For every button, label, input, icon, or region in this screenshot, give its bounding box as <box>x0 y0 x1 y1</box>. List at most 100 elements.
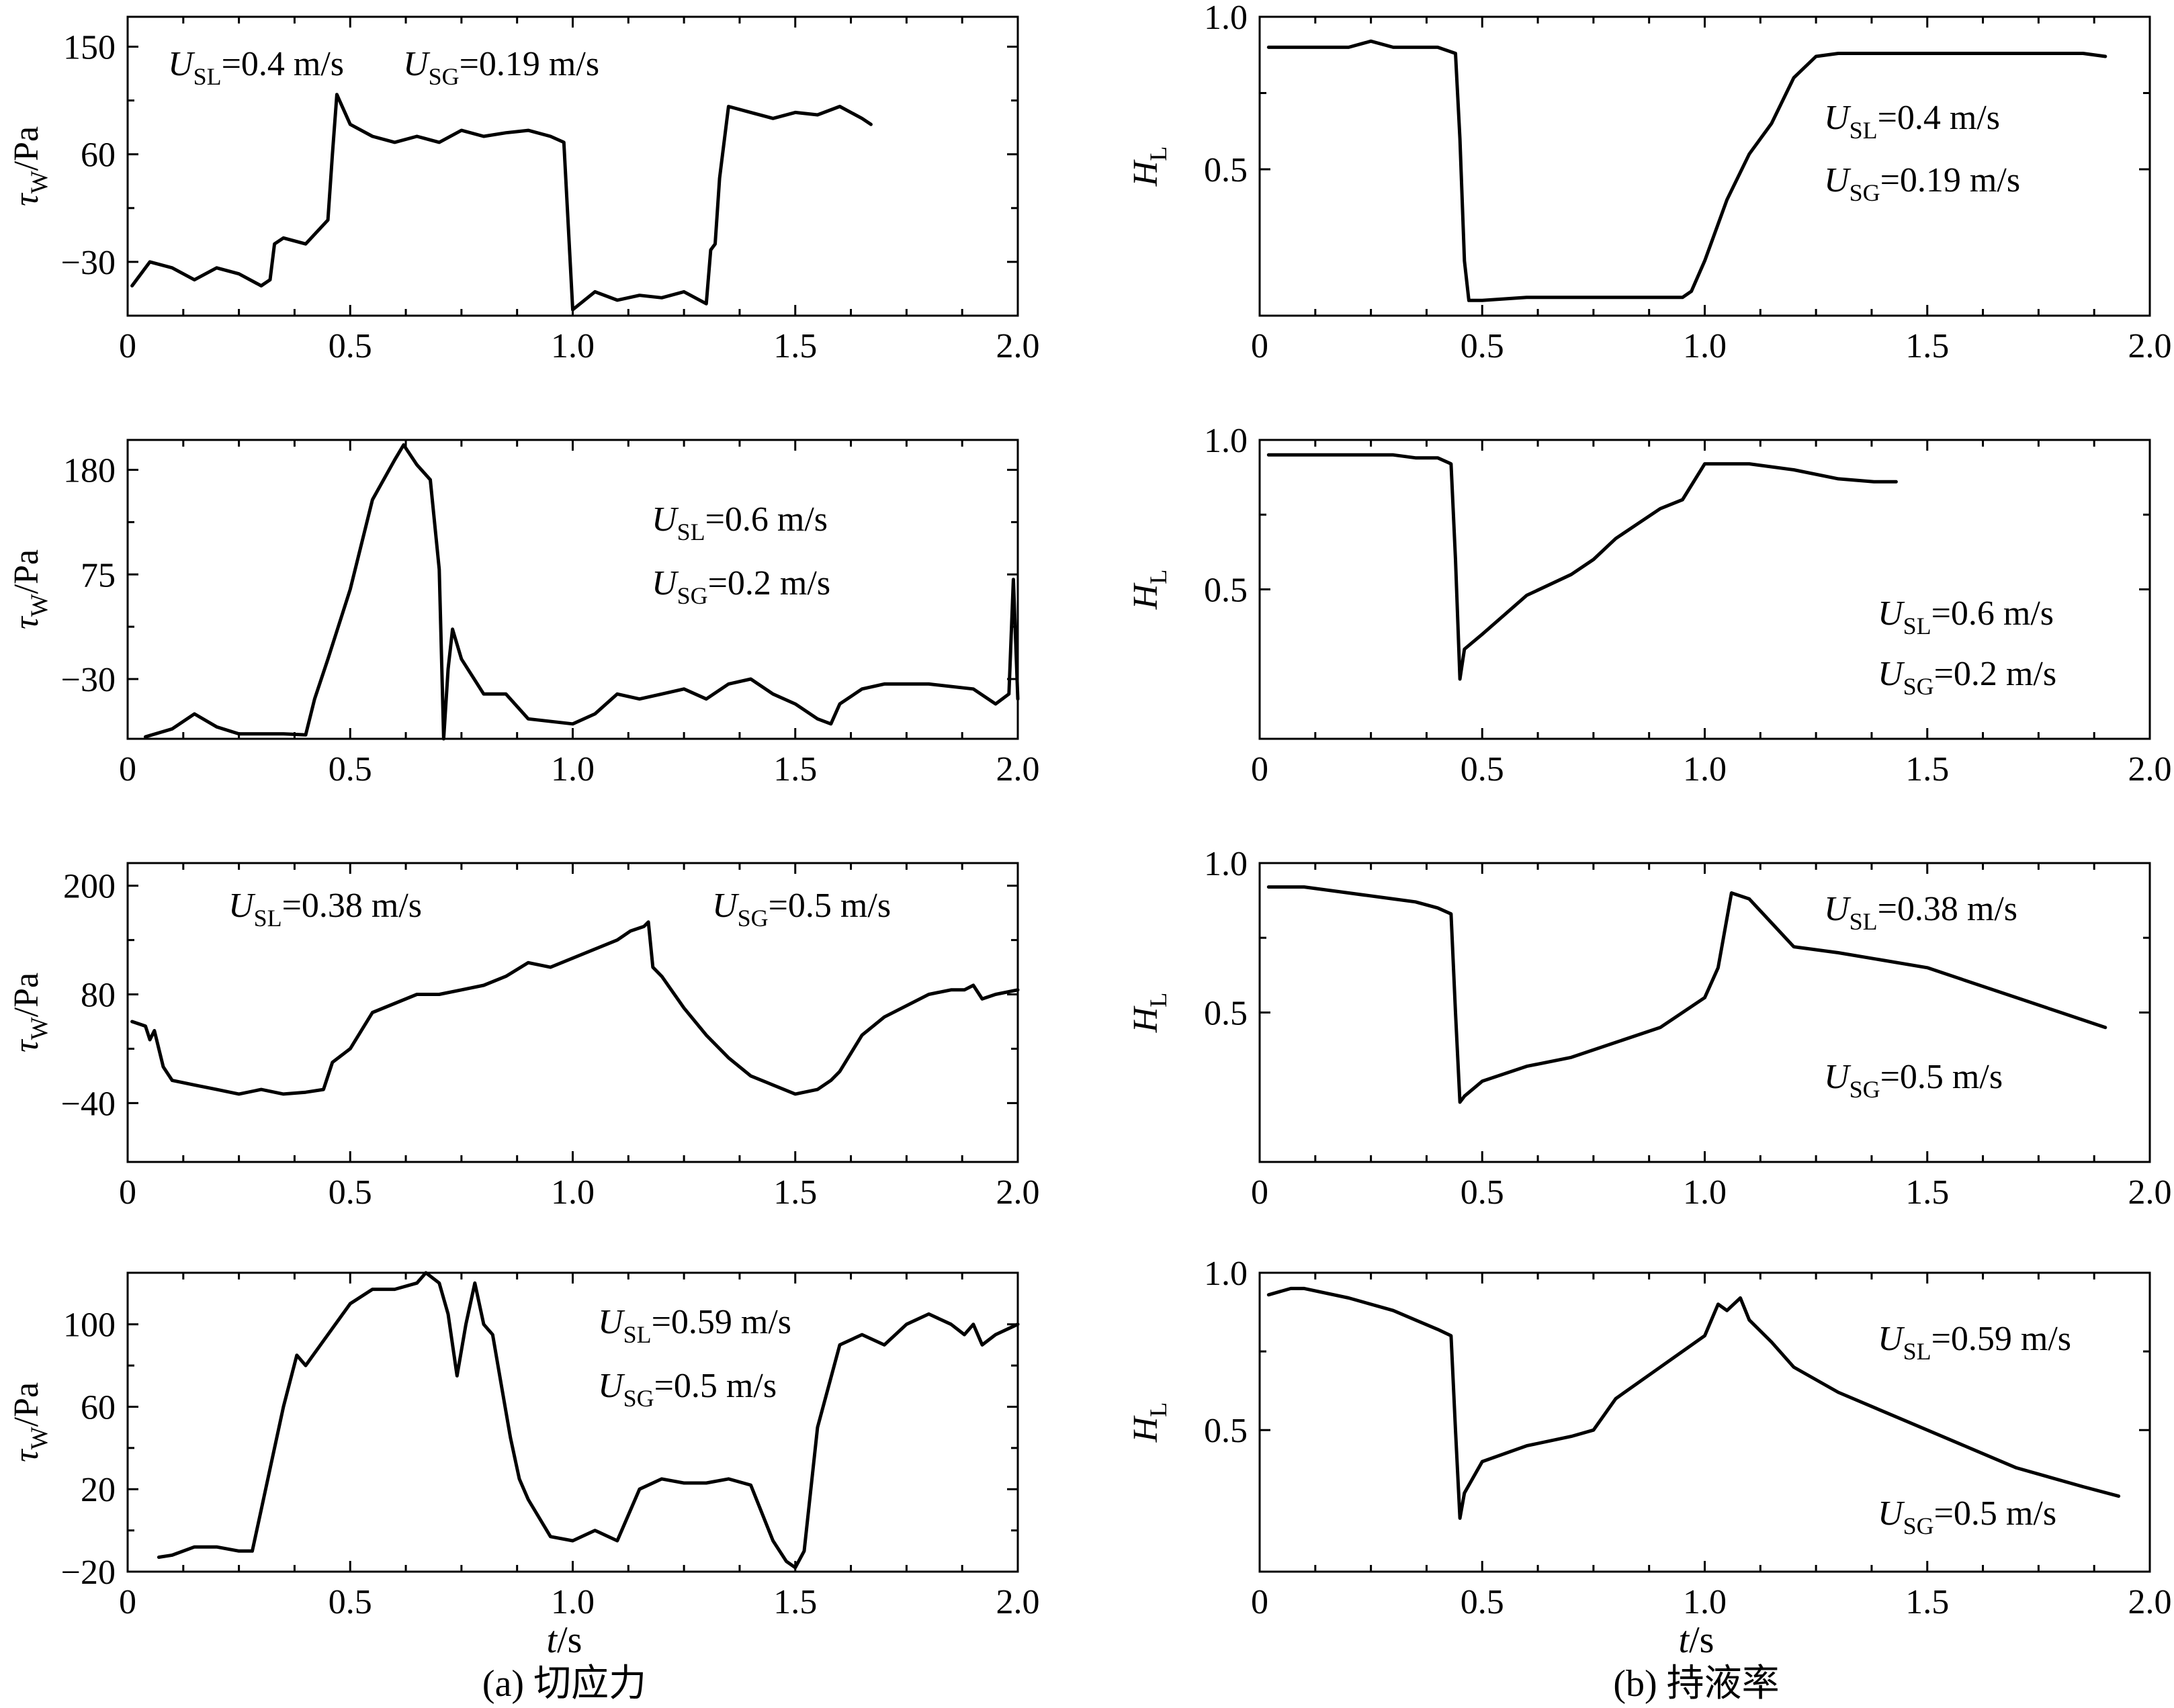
x-tick-label: 0 <box>119 1173 136 1212</box>
y-tick-label: 0.5 <box>1204 995 1248 1033</box>
annotation-sg-sub: SG <box>677 582 708 609</box>
y-tick-label: −20 <box>61 1554 116 1592</box>
y-tick-label: 180 <box>63 452 116 490</box>
y-axis-label-var: H <box>1127 582 1165 610</box>
y-tick-label: 80 <box>81 977 116 1015</box>
y-tick-label: 1.0 <box>1204 422 1248 460</box>
y-tick-label: 60 <box>81 1388 116 1427</box>
annotation-sl-var: U <box>228 887 256 925</box>
x-tick-label: 2.0 <box>996 750 1040 789</box>
data-series-line <box>130 920 1020 1096</box>
y-axis-label-sub: W <box>26 171 52 193</box>
y-axis-label: τW/Pa <box>7 549 52 629</box>
y-tick-label: 1.0 <box>1204 1255 1248 1293</box>
x-tick-label: 0.5 <box>1461 750 1504 789</box>
x-tick-label: 1.0 <box>551 327 595 365</box>
annotation-sl-var: U <box>1878 1320 1905 1358</box>
x-tick-label: 2.0 <box>2128 1583 2172 1621</box>
annotation-sg-var: U <box>1878 655 1905 693</box>
y-axis-label-var: τ <box>7 615 46 629</box>
y-axis-label-sub: W <box>26 1427 52 1449</box>
y-axis-label-rest: /Pa <box>7 1382 46 1427</box>
annotation-sg: USG=0.5 m/s <box>1824 1058 2003 1103</box>
annotation-sl-var: U <box>168 45 195 83</box>
annotation-sg-rest: =0.2 m/s <box>1934 655 2056 693</box>
y-tick-label: 0.5 <box>1204 151 1248 189</box>
annotation-sl-rest: =0.59 m/s <box>652 1303 791 1341</box>
x-axis-title-var: t <box>547 1619 558 1661</box>
x-axis-title-unit: /s <box>1689 1619 1714 1661</box>
annotation-sg: USG=0.19 m/s <box>403 45 599 90</box>
y-tick-label: 0.5 <box>1204 572 1248 610</box>
annotation-sl-sub: SL <box>677 519 705 545</box>
annotation-sg-sub: SG <box>1850 179 1880 206</box>
x-tick-label: 0.5 <box>1461 1173 1504 1212</box>
y-tick-label: −40 <box>61 1085 116 1123</box>
y-axis-label-var: H <box>1127 1005 1165 1033</box>
y-tick-label: −30 <box>61 661 116 699</box>
caption-shear-stress: (a) 切应力 <box>482 1663 646 1705</box>
data-series-line <box>130 93 873 312</box>
annotation-sg: USG=0.2 m/s <box>1878 655 2056 700</box>
x-tick-label: 0 <box>1251 750 1268 789</box>
x-tick-label: 0 <box>1251 1583 1268 1621</box>
annotation-sl-var: U <box>1878 594 1905 633</box>
x-tick-label: 1.0 <box>551 1173 595 1212</box>
x-tick-label: 2.0 <box>996 1173 1040 1212</box>
annotation-sl: USL=0.4 m/s <box>1824 99 2000 144</box>
annotation-sg: USG=0.5 m/s <box>1878 1494 2056 1539</box>
y-axis-label-var: τ <box>7 192 46 206</box>
annotation-sl-rest: =0.6 m/s <box>705 500 828 539</box>
y-axis-label-var: τ <box>7 1038 46 1052</box>
y-tick-label: 100 <box>63 1306 116 1345</box>
y-axis-label-rest: /Pa <box>7 126 46 171</box>
annotation-sg-sub: SG <box>623 1385 654 1412</box>
annotation-sl-sub: SL <box>254 905 282 932</box>
annotation-sg-var: U <box>652 564 679 602</box>
y-axis-label-rest: /Pa <box>7 549 46 594</box>
annotation-sl-rest: =0.4 m/s <box>222 45 344 83</box>
x-tick-label: 0.5 <box>329 1583 372 1621</box>
annotation-sl-sub: SL <box>1850 117 1878 144</box>
y-tick-label: 200 <box>63 868 116 906</box>
annotation-sl-rest: =0.6 m/s <box>1931 594 2054 633</box>
x-axis-title-right: t/s <box>1679 1619 1714 1661</box>
annotation-sg-rest: =0.5 m/s <box>769 887 891 925</box>
plot-frame <box>126 1271 1019 1573</box>
x-tick-label: 1.5 <box>1905 750 1949 789</box>
annotation-sl-sub: SL <box>1850 908 1878 935</box>
x-tick-label: 1.0 <box>1683 750 1727 789</box>
x-tick-label: 1.0 <box>1683 1173 1727 1212</box>
y-axis-label: HL <box>1127 146 1172 187</box>
annotation-sl: USL=0.59 m/s <box>598 1303 791 1348</box>
annotation-sl-rest: =0.38 m/s <box>1878 890 2017 928</box>
annotation-sg-var: U <box>1824 161 1852 199</box>
annotation-sg-sub: SG <box>1903 1513 1934 1539</box>
annotation-sg-sub: SG <box>1850 1076 1880 1103</box>
x-tick-label: 0.5 <box>329 750 372 789</box>
annotation-sl-sub: SL <box>1903 1338 1931 1365</box>
annotation-sl-var: U <box>1824 890 1852 928</box>
x-tick-label: 0.5 <box>1461 1583 1504 1621</box>
annotation-sl-sub: SL <box>623 1321 652 1348</box>
x-axis-title-unit: /s <box>557 1619 582 1661</box>
annotation-sg-rest: =0.2 m/s <box>708 564 830 602</box>
y-tick-label: 60 <box>81 136 116 175</box>
x-tick-label: 1.5 <box>773 750 817 789</box>
y-tick-label: 150 <box>63 29 116 67</box>
x-tick-label: 1.0 <box>1683 327 1727 365</box>
annotation-sl-var: U <box>598 1303 625 1341</box>
x-tick-label: 0.5 <box>329 1173 372 1212</box>
x-tick-label: 0 <box>119 750 136 789</box>
y-axis-label-sub: L <box>1145 1402 1172 1417</box>
annotation-sg-rest: =0.5 m/s <box>654 1367 777 1405</box>
y-axis-label-sub: L <box>1145 570 1172 584</box>
x-tick-label: 1.5 <box>1905 1583 1949 1621</box>
y-tick-label: −30 <box>61 244 116 282</box>
data-series-line <box>1266 453 1898 681</box>
annotation-sl-rest: =0.4 m/s <box>1878 99 2000 137</box>
